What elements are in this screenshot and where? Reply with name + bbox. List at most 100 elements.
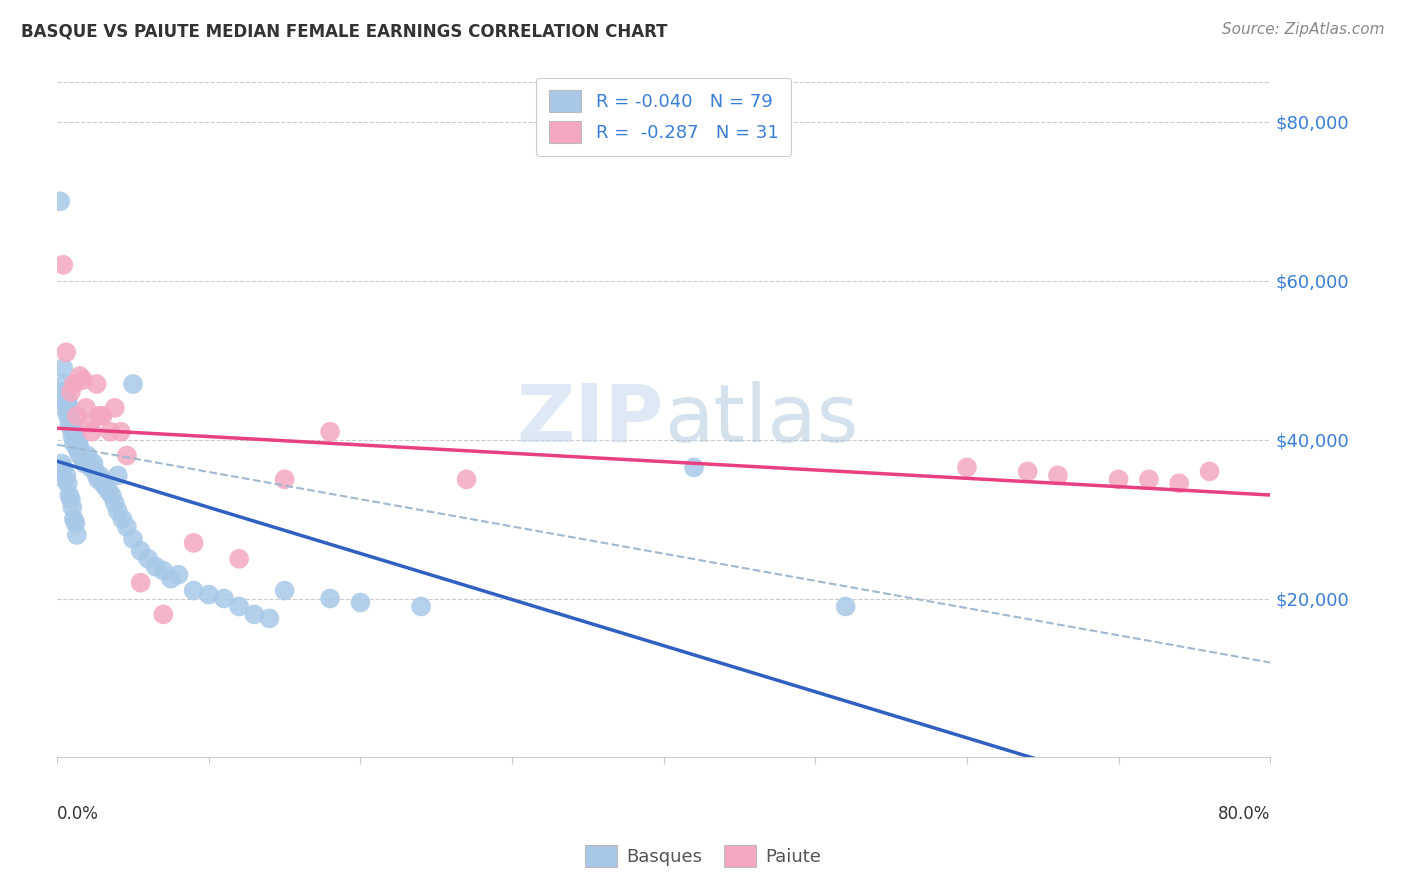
Point [456, 472, 478, 486]
Point [66, 409, 89, 423]
Point [86, 468, 108, 483]
Point [58, 417, 80, 431]
Point [98, 425, 121, 439]
Point [1137, 472, 1160, 486]
Point [80, 425, 103, 439]
Point [91, 476, 114, 491]
Y-axis label: Median Female Earnings: Median Female Earnings [0, 318, 8, 521]
Point [77, 417, 100, 431]
Point [129, 544, 152, 558]
Point [52, 460, 75, 475]
Point [100, 488, 122, 502]
Point [65, 428, 87, 442]
Point [152, 564, 174, 578]
Point [111, 512, 134, 526]
Point [1017, 464, 1039, 478]
Point [72, 452, 94, 467]
Point [53, 401, 76, 415]
Point [89, 468, 111, 483]
Point [136, 551, 159, 566]
Point [52, 361, 75, 376]
Point [319, 591, 342, 606]
Point [58, 401, 80, 415]
Point [104, 401, 127, 415]
Point [83, 457, 105, 471]
Point [94, 480, 117, 494]
Point [56, 476, 79, 491]
Point [53, 472, 76, 486]
Point [76, 449, 98, 463]
Point [122, 532, 145, 546]
Point [84, 464, 107, 478]
Point [91, 409, 114, 423]
Point [52, 258, 75, 272]
Point [79, 460, 101, 475]
Point [183, 583, 205, 598]
Point [834, 599, 856, 614]
Point [75, 401, 97, 415]
Point [115, 520, 138, 534]
Point [319, 425, 342, 439]
Point [66, 528, 89, 542]
Point [243, 607, 266, 622]
Point [86, 377, 108, 392]
Point [259, 611, 281, 625]
Point [58, 488, 80, 502]
Point [63, 436, 86, 450]
Point [59, 492, 82, 507]
Point [212, 591, 235, 606]
Point [1108, 472, 1130, 486]
Point [273, 472, 295, 486]
Point [104, 496, 127, 510]
Point [69, 369, 91, 384]
Point [409, 599, 432, 614]
Point [63, 512, 86, 526]
Point [55, 384, 77, 399]
Point [89, 409, 111, 423]
Point [53, 377, 76, 392]
Point [956, 460, 979, 475]
Point [228, 551, 250, 566]
Point [75, 452, 97, 467]
Point [59, 405, 82, 419]
Point [56, 392, 79, 407]
Point [63, 425, 86, 439]
Point [80, 460, 103, 475]
Point [60, 500, 83, 515]
Point [152, 607, 174, 622]
Point [228, 599, 250, 614]
Point [63, 377, 86, 392]
Point [69, 449, 91, 463]
Point [70, 449, 93, 463]
Point [49, 194, 72, 209]
Point [66, 433, 89, 447]
Text: Source: ZipAtlas.com: Source: ZipAtlas.com [1222, 22, 1385, 37]
Point [59, 421, 82, 435]
Point [97, 484, 120, 499]
Text: 80.0%: 80.0% [1218, 805, 1270, 822]
Point [683, 460, 706, 475]
Text: atlas: atlas [664, 381, 858, 458]
Point [56, 409, 79, 423]
Legend: R = -0.040   N = 79, R =  -0.287   N = 31: R = -0.040 N = 79, R = -0.287 N = 31 [536, 78, 792, 156]
Point [51, 384, 73, 399]
Point [69, 441, 91, 455]
Point [65, 433, 87, 447]
Point [1168, 476, 1191, 491]
Point [129, 575, 152, 590]
Point [67, 436, 90, 450]
Point [167, 567, 190, 582]
Point [1046, 468, 1069, 483]
Point [110, 425, 132, 439]
Point [87, 472, 110, 486]
Point [122, 377, 145, 392]
Text: ZIP: ZIP [516, 381, 664, 458]
Point [73, 457, 96, 471]
Point [198, 588, 221, 602]
Point [59, 384, 82, 399]
Point [55, 345, 77, 359]
Point [66, 441, 89, 455]
Text: 0.0%: 0.0% [58, 805, 98, 822]
Point [72, 373, 94, 387]
Point [349, 595, 371, 609]
